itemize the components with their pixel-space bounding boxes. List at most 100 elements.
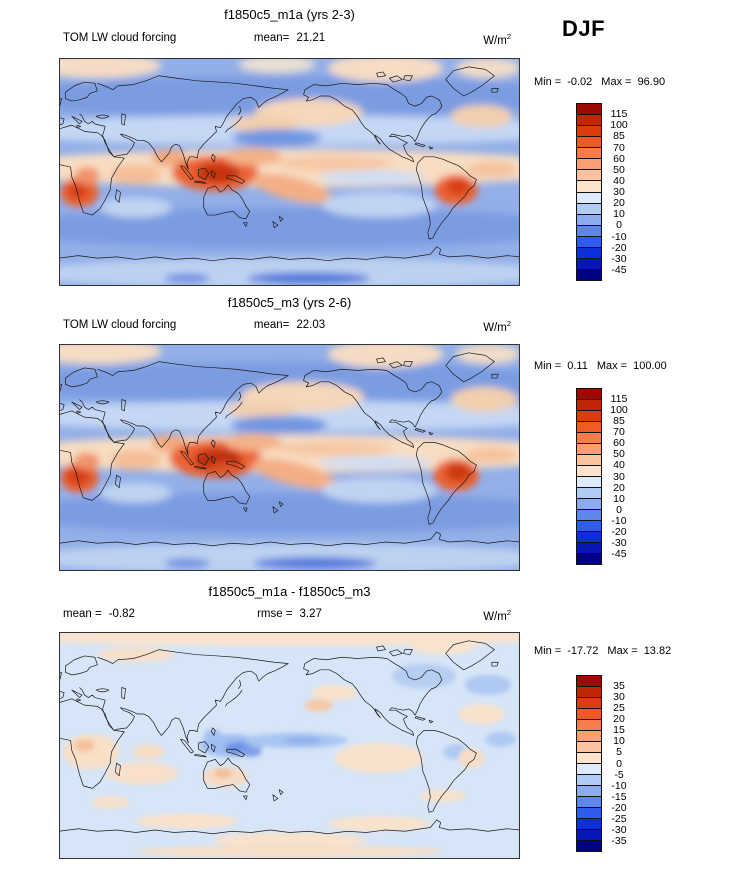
panel-3-mean: mean = -0.82: [63, 608, 135, 620]
colorbar-tick-label: -30: [611, 823, 627, 836]
season-label: DJF: [562, 16, 606, 41]
contour-field-1: [59, 58, 520, 286]
colorbar-segment: [577, 170, 601, 182]
colorbar-segment: [577, 225, 601, 237]
colorbar-tick-label: 30: [613, 470, 625, 483]
colorbar-segment: [577, 521, 601, 532]
colorbar-tick-label: 35: [613, 679, 625, 692]
map-border-3: [59, 632, 520, 859]
colorbar-tick-label: 25: [613, 701, 625, 714]
colorbar-segment: [577, 510, 601, 521]
colorbar-segment: [577, 389, 601, 400]
panel-2-mean: mean= 22.03: [253, 319, 326, 331]
map-panel-3: [59, 632, 520, 859]
colorbar-segment: [577, 753, 601, 764]
panel-3-title: f1850c5_m1a - f1850c5_m3: [208, 584, 371, 599]
colorbar-segment: [577, 192, 601, 204]
colorbar-segment: [577, 488, 601, 499]
colorbar-tick-label: 85: [613, 130, 625, 143]
colorbar-segment: [577, 214, 601, 226]
colorbar-segment: [577, 159, 601, 171]
colorbar-tick-label: -10: [611, 230, 627, 243]
colorbar-segment: [577, 411, 601, 422]
colorbar-segment: [577, 742, 601, 753]
colorbar-tick-label: 20: [613, 713, 625, 725]
colorbar-segment: [577, 455, 601, 466]
colorbar-tick-label: -45: [611, 547, 627, 560]
colorbar-tick-label: -25: [611, 812, 627, 825]
colorbar-segment: [577, 137, 601, 149]
colorbar-tick-label: 70: [613, 426, 625, 438]
colorbar-tick-label: 40: [613, 459, 625, 472]
panel-3-minmax: Min = -17.72 Max = 13.82: [534, 645, 672, 657]
map-border-1: [59, 58, 520, 286]
colorbar-segment: [577, 775, 601, 786]
map-panel-2: [59, 344, 520, 571]
colorbar-tick-label: 70: [613, 141, 625, 154]
colorbar-tick-label: -10: [611, 779, 627, 792]
colorbar-tick-label: 115: [610, 107, 628, 120]
colorbar-tick-label: -30: [611, 536, 627, 549]
world-map-svg-3: [59, 632, 520, 859]
colorbar-tick-label: 30: [613, 690, 625, 703]
colorbar-segment: [577, 236, 601, 248]
contour-field-3: [59, 632, 520, 858]
colorbar-segment: [577, 422, 601, 433]
colorbar-tick-label: 10: [613, 492, 625, 505]
colorbar-segment: [577, 808, 601, 819]
colorbar-tick-label: -45: [611, 263, 627, 276]
colorbar-segment: [577, 731, 601, 742]
panel-2-minmax: Min = 0.11 Max = 100.00: [534, 360, 667, 372]
contour-field-2: [59, 344, 520, 571]
colorbar-tick-label: -20: [611, 241, 627, 254]
colorbar-segment: [577, 444, 601, 455]
panel-1-minmax: Min = -0.02 Max = 96.90: [534, 76, 666, 88]
colorbar-segment: [577, 764, 601, 775]
panel-3-stats-row: mean = -0.82 rmse = 3.27 W/m2: [59, 608, 520, 623]
colorbar-panel-3: [576, 675, 602, 852]
colorbar-tick-label: -5: [614, 768, 624, 781]
colorbar-segment: [577, 709, 601, 720]
colorbar-segment: [577, 126, 601, 138]
panel-1-mean: mean= 21.21: [253, 32, 326, 44]
colorbar-panel-2: [576, 388, 602, 565]
colorbar-tick-label: 5: [616, 746, 622, 759]
colorbar-tick-label: 20: [613, 196, 625, 209]
colorbar-panel-1: [576, 103, 602, 281]
colorbar-segment: [577, 786, 601, 797]
colorbar-segment: [577, 258, 601, 270]
colorbar-segment: [577, 841, 601, 851]
panel-3-units: W/m2: [483, 608, 511, 623]
colorbar-segment: [577, 400, 601, 411]
colorbar-tick-label: 20: [613, 481, 625, 494]
panel-2-units: W/m2: [483, 319, 511, 334]
colorbar-segment: [577, 247, 601, 259]
panel-1-variable-label: TOM LW cloud forcing: [63, 32, 177, 44]
colorbar-labels-panel-3: 35 30 25 20 15 10 5 0 -5 -10 -15 -20 -25 -30 -35: [602, 675, 636, 852]
colorbar-segment: [577, 698, 601, 709]
colorbar-tick-label: 60: [613, 437, 625, 450]
panel-2-title: f1850c5_m3 (yrs 2-6): [227, 295, 352, 310]
colorbar-segment: [577, 543, 601, 554]
colorbar-labels-panel-2: 115 100 85 70 60 50 40 30 20 10 0 -10 -20 -30 -45: [602, 388, 636, 565]
colorbar-segment: [577, 269, 601, 280]
colorbar-segment: [577, 115, 601, 127]
colorbar-tick-label: 10: [613, 208, 625, 220]
panel-2-variable-label: TOM LW cloud forcing: [63, 319, 177, 331]
panel-1-stats-row: TOM LW cloud forcing mean= 21.21 W/m2: [59, 32, 520, 47]
colorbar-segment: [577, 477, 601, 488]
panel-2-stats-row: TOM LW cloud forcing mean= 22.03 W/m2: [59, 319, 520, 334]
colorbar-segment: [577, 554, 601, 564]
colorbar-tick-label: 85: [613, 414, 625, 427]
colorbar-segment: [577, 687, 601, 698]
colorbar-tick-label: 15: [613, 724, 625, 737]
colorbar-segment: [577, 466, 601, 477]
colorbar-tick-label: 10: [613, 735, 625, 748]
colorbar-segment: [577, 819, 601, 830]
colorbar-tick-label: -10: [611, 514, 627, 527]
colorbar-tick-label: -20: [611, 525, 627, 538]
colorbar-segment: [577, 797, 601, 808]
colorbar-segment: [577, 720, 601, 731]
colorbar-tick-label: 40: [613, 174, 625, 187]
